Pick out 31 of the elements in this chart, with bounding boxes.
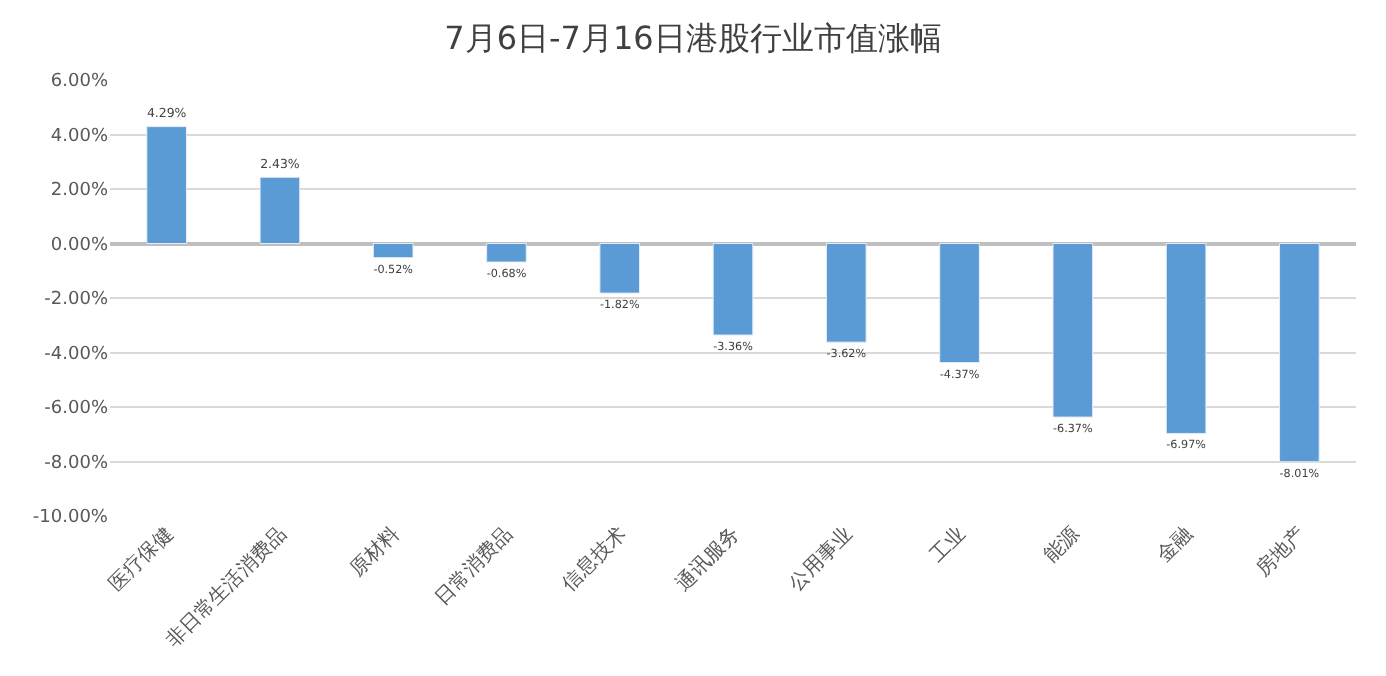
bar bbox=[486, 243, 527, 263]
x-tick-label: 公用事业 bbox=[784, 522, 858, 596]
bar bbox=[1279, 243, 1320, 463]
y-tick-label: 6.00% bbox=[50, 72, 109, 93]
y-tick-label: 2.00% bbox=[50, 181, 109, 202]
x-tick-label: 日常消费品 bbox=[430, 522, 518, 611]
bar bbox=[259, 176, 301, 244]
x-tick-label: 信息技术 bbox=[557, 522, 632, 596]
y-tick-label: -6.00% bbox=[44, 399, 109, 420]
bar bbox=[939, 243, 980, 364]
x-tick-label: 通讯服务 bbox=[670, 522, 745, 596]
bar bbox=[1052, 243, 1094, 418]
x-tick-label: 金融 bbox=[1152, 522, 1198, 568]
x-tick-label: 医疗保健 bbox=[104, 522, 178, 596]
bar bbox=[1165, 243, 1207, 434]
y-tick-label: -4.00% bbox=[44, 344, 109, 365]
bar bbox=[712, 243, 754, 336]
bar bbox=[372, 243, 414, 259]
x-tick-label: 房地产 bbox=[1251, 522, 1311, 582]
y-tick-label: -8.00% bbox=[44, 453, 109, 474]
y-tick-label: -2.00% bbox=[44, 290, 109, 311]
x-tick-label: 能源 bbox=[1038, 522, 1085, 568]
x-tick-label: 工业 bbox=[925, 522, 971, 568]
bar bbox=[825, 243, 867, 343]
chart-title: 7月6日-7月16日港股行业市值涨幅 bbox=[444, 19, 942, 58]
bar bbox=[146, 126, 187, 244]
y-tick-label: 0.00% bbox=[50, 235, 109, 256]
bar bbox=[599, 243, 641, 294]
y-tick-label: 4.00% bbox=[50, 126, 109, 147]
x-tick-label: 原材料 bbox=[345, 522, 405, 582]
y-tick-label: -10.00% bbox=[32, 508, 109, 529]
